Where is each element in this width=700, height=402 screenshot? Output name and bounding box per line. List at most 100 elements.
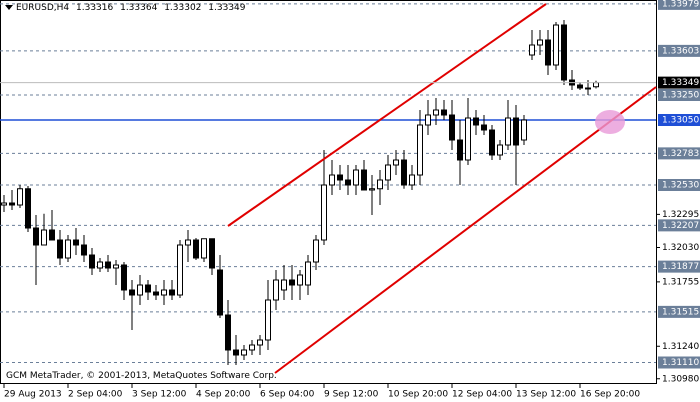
candle-body <box>345 179 351 186</box>
candle-body <box>265 299 271 341</box>
candle-body <box>57 239 63 259</box>
level-box <box>658 356 700 369</box>
candle-body <box>465 117 471 161</box>
candle-body <box>385 164 391 181</box>
ohlc-high: 1.33364 <box>120 3 158 13</box>
level-box <box>658 219 700 232</box>
candle-body <box>193 239 199 259</box>
candle-body <box>545 39 551 66</box>
candle-body <box>17 188 23 206</box>
y-tick-label: 1.32030 <box>662 243 699 253</box>
ohlc-open: 1.33316 <box>76 3 114 13</box>
candle-body <box>313 239 319 263</box>
channel-lower <box>274 86 657 374</box>
candle-body <box>105 261 111 269</box>
candle-body <box>145 284 151 293</box>
candle-body <box>225 314 231 351</box>
candle-body <box>217 269 223 316</box>
x-tick-label: 6 Sep 04:00 <box>260 390 315 400</box>
x-tick-label: 9 Sep 12:00 <box>324 390 379 400</box>
candle-body <box>449 114 455 141</box>
x-tick-label: 10 Sep 20:00 <box>388 390 448 400</box>
candle-body <box>585 87 591 90</box>
candle-body <box>297 274 303 286</box>
level-label: 1.33979 <box>662 0 699 9</box>
level-label: 1.32530 <box>662 181 699 191</box>
current-price-box <box>658 76 700 89</box>
candle-body <box>25 188 31 229</box>
candle-body <box>129 289 135 296</box>
copyright: GCM MetaTrader, © 2001-2013, MetaQuotes … <box>6 371 277 381</box>
candle-body <box>49 229 55 241</box>
candle-body <box>553 24 559 66</box>
candle-body <box>41 229 47 246</box>
level-label: 1.31515 <box>662 307 699 317</box>
level-label: 1.31110 <box>662 358 699 368</box>
x-tick-label: 29 Aug 2013 <box>4 390 62 400</box>
y-tick-label: 1.31240 <box>662 342 699 352</box>
candle-body <box>425 114 431 126</box>
level-box <box>658 147 700 160</box>
candle-body <box>65 239 71 259</box>
symbol: EURUSD,H4 <box>16 3 70 13</box>
candle-body <box>321 184 327 241</box>
candle-body <box>241 349 247 356</box>
candle-body <box>473 117 479 126</box>
x-tick-label: 16 Sep 20:00 <box>580 390 640 400</box>
candle-body <box>73 239 79 246</box>
candle-body <box>9 202 15 206</box>
y-tick-label: 1.32295 <box>662 210 699 220</box>
y-tick-label: 1.30980 <box>662 374 699 384</box>
x-tick-label: 2 Sep 04:00 <box>68 390 123 400</box>
level-label: 1.33603 <box>662 46 699 56</box>
hline-box <box>658 114 700 126</box>
candle-body <box>161 289 167 296</box>
candle-body <box>521 119 527 141</box>
candle-body <box>577 84 583 89</box>
candle-body <box>185 239 191 246</box>
candle-body <box>377 179 383 190</box>
candle-body <box>137 284 143 296</box>
level-label: 1.32207 <box>662 221 699 231</box>
candle-body <box>209 238 215 269</box>
candle-body <box>441 109 447 116</box>
candle-body <box>505 117 511 146</box>
level-box <box>658 89 700 101</box>
candle-body <box>89 254 95 269</box>
candle-body <box>273 279 279 301</box>
candle-body <box>81 244 87 256</box>
level-box <box>658 179 700 191</box>
candle-body <box>33 227 39 246</box>
hline-label: 1.33050 <box>662 116 699 126</box>
x-tick-label: 3 Sep 12:00 <box>132 390 187 400</box>
candle-body <box>401 159 407 186</box>
level-box <box>658 260 700 273</box>
candle-body <box>433 109 439 116</box>
level-label: 1.33250 <box>662 91 699 101</box>
candle-body <box>497 144 503 156</box>
candle-body <box>153 291 159 296</box>
x-tick-label: 4 Sep 20:00 <box>196 390 251 400</box>
candle-body <box>337 174 343 181</box>
level-label: 1.32783 <box>662 149 699 159</box>
candle-body <box>361 169 367 191</box>
candle-body <box>489 129 495 156</box>
candle-body <box>393 159 399 166</box>
level-box <box>658 305 700 318</box>
candle-body <box>201 238 207 259</box>
candle-body <box>281 279 287 291</box>
candle-body <box>113 264 119 269</box>
level-label: 1.31877 <box>662 262 699 272</box>
candle-body <box>353 169 359 186</box>
candle-body <box>329 174 335 186</box>
candle-body <box>97 261 103 269</box>
x-tick-label: 12 Sep 04:00 <box>452 390 512 400</box>
y-tick-label: 1.31755 <box>662 277 699 287</box>
channel-upper <box>227 3 547 227</box>
x-tick-label: 13 Sep 12:00 <box>516 390 576 400</box>
candle-body <box>457 139 463 161</box>
candle-body <box>177 244 183 296</box>
candle-body <box>305 261 311 286</box>
current-price-label: 1.33349 <box>662 78 699 88</box>
